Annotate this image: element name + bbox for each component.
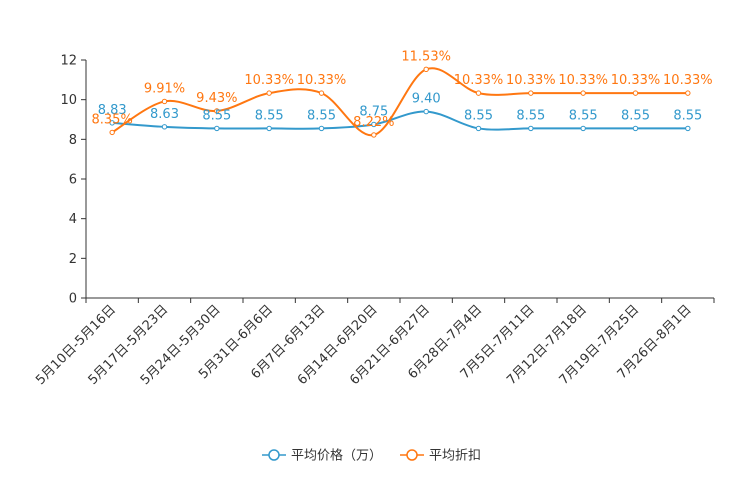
data-point-0 — [632, 125, 639, 132]
data-label-1: 11.53% — [401, 49, 451, 64]
y-tick-label: 6 — [69, 173, 77, 188]
data-labels: 8.83 8.63 8.55 8.55 8.55 8.75 9.40 8.55 8.55 8.55… — [92, 49, 713, 130]
data-point-0 — [528, 125, 534, 132]
data-label-0: 8.55 — [307, 108, 336, 123]
data-label-0: 8.83 — [98, 103, 127, 118]
legend-marker-icon — [406, 449, 418, 461]
data-label-1: 10.33% — [297, 73, 347, 88]
data-label-0: 8.55 — [621, 108, 650, 123]
data-point-1 — [109, 129, 115, 136]
legend[interactable]: 平均价格（万） 平均折扣 — [262, 448, 481, 464]
data-label-1: 10.33% — [558, 73, 608, 88]
data-point-0 — [266, 125, 272, 132]
data-label-0: 8.55 — [255, 108, 284, 123]
data-label-1: 10.33% — [663, 73, 713, 88]
data-label-1: 10.33% — [506, 73, 556, 88]
data-label-0: 8.75 — [359, 104, 388, 119]
data-label-0: 8.55 — [516, 108, 545, 123]
legend-item-0[interactable]: 平均价格（万） — [262, 448, 382, 464]
legend-label-0: 平均价格（万） — [291, 448, 382, 464]
data-point-1 — [371, 132, 377, 138]
data-label-0: 8.55 — [673, 108, 702, 123]
data-point-1 — [632, 90, 639, 96]
data-point-1 — [318, 90, 325, 96]
legend-marker-icon — [268, 449, 280, 461]
data-label-1: 10.33% — [454, 73, 504, 88]
data-label-1: 9.91% — [144, 81, 185, 96]
legend-item-1[interactable]: 平均折扣 — [400, 449, 481, 464]
data-point-1 — [161, 98, 168, 105]
y-tick-label: 12 — [60, 54, 77, 69]
series-line-0 — [112, 110, 688, 131]
data-point-1 — [266, 90, 272, 96]
data-point-0 — [214, 125, 220, 132]
series-layer — [109, 66, 691, 138]
data-label-0: 8.55 — [569, 108, 598, 123]
data-label-1: 8.22% — [353, 115, 394, 130]
legend-label-1: 平均折扣 — [429, 449, 481, 464]
data-point-0 — [161, 124, 168, 130]
data-point-0 — [109, 120, 115, 126]
y-tick-label: 10 — [60, 93, 77, 108]
y-tick-label: 8 — [69, 133, 77, 148]
data-label-0: 8.55 — [464, 108, 493, 123]
data-point-1 — [580, 90, 586, 96]
data-label-1: 10.33% — [244, 73, 294, 88]
data-point-0 — [685, 125, 691, 132]
data-label-0: 8.63 — [150, 107, 179, 122]
data-label-1: 9.43% — [196, 91, 237, 106]
data-point-0 — [318, 125, 325, 132]
data-point-1 — [475, 90, 482, 96]
data-point-0 — [475, 125, 482, 132]
data-point-0 — [423, 108, 429, 115]
y-tick-label: 0 — [69, 292, 77, 307]
data-point-1 — [214, 108, 220, 114]
y-tick-label: 2 — [69, 252, 77, 267]
data-point-1 — [685, 90, 691, 96]
data-label-1: 8.35% — [92, 112, 133, 127]
data-point-1 — [528, 90, 534, 96]
y-tick-label: 4 — [69, 212, 77, 227]
data-point-1 — [423, 66, 429, 73]
data-label-0: 9.40 — [412, 92, 441, 107]
data-point-0 — [371, 121, 377, 128]
data-label-1: 10.33% — [611, 73, 661, 88]
data-label-0: 8.55 — [202, 108, 231, 123]
data-point-0 — [580, 125, 586, 132]
